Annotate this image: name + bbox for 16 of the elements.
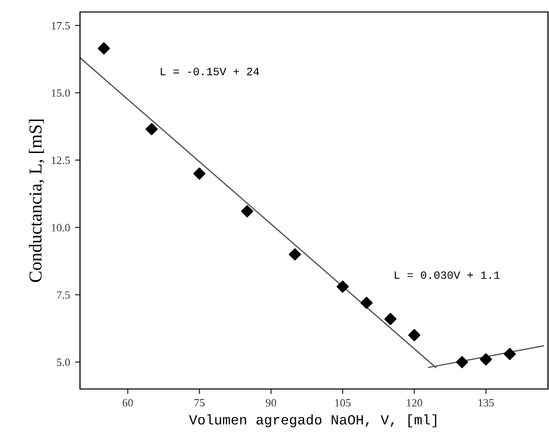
x-tick-label: 60 [122, 399, 133, 407]
y-tick-label: 10.0 [52, 224, 70, 232]
y-axis-title: Conductancia, L, [mS] [28, 120, 44, 282]
x-tick-label: 90 [266, 399, 276, 407]
x-tick-label: 135 [478, 399, 494, 407]
x-tick-label: 105 [335, 399, 351, 407]
y-tick-label: 15.0 [52, 89, 70, 97]
x-axis-title: Volumen agregado NaOH, V, [ml] [189, 414, 436, 428]
x-tick-label: 75 [194, 399, 205, 407]
y-tick-label: 7.5 [57, 291, 70, 299]
y-tick-label: 17.5 [52, 22, 70, 30]
annotation: L = 0.030V + 1.1 [394, 271, 500, 279]
y-tick-label: 12.5 [52, 156, 70, 164]
annotation: L = -0.15V + 24 [160, 68, 260, 76]
y-tick-label: 5.0 [57, 358, 70, 366]
x-tick-label: 120 [406, 399, 422, 407]
